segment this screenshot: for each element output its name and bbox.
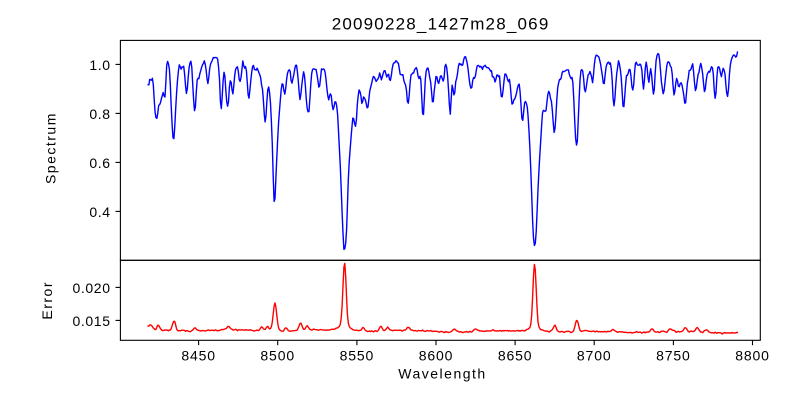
svg-text:8700: 8700 xyxy=(577,348,612,364)
svg-text:Error: Error xyxy=(39,281,55,320)
svg-text:8650: 8650 xyxy=(498,348,533,364)
svg-text:8800: 8800 xyxy=(735,348,770,364)
svg-text:8550: 8550 xyxy=(340,348,375,364)
svg-text:Wavelength: Wavelength xyxy=(398,366,486,382)
svg-text:Spectrum: Spectrum xyxy=(43,112,59,184)
svg-text:0.015: 0.015 xyxy=(73,313,111,329)
svg-text:8600: 8600 xyxy=(419,348,454,364)
svg-text:8500: 8500 xyxy=(260,348,295,364)
svg-text:0.4: 0.4 xyxy=(89,204,110,220)
svg-text:20090228_1427m28_069: 20090228_1427m28_069 xyxy=(332,15,550,34)
svg-text:8450: 8450 xyxy=(181,348,216,364)
svg-text:8750: 8750 xyxy=(656,348,691,364)
svg-text:0.020: 0.020 xyxy=(73,280,111,296)
svg-text:1.0: 1.0 xyxy=(89,57,110,73)
svg-text:0.8: 0.8 xyxy=(89,106,110,122)
svg-text:0.6: 0.6 xyxy=(89,155,110,171)
